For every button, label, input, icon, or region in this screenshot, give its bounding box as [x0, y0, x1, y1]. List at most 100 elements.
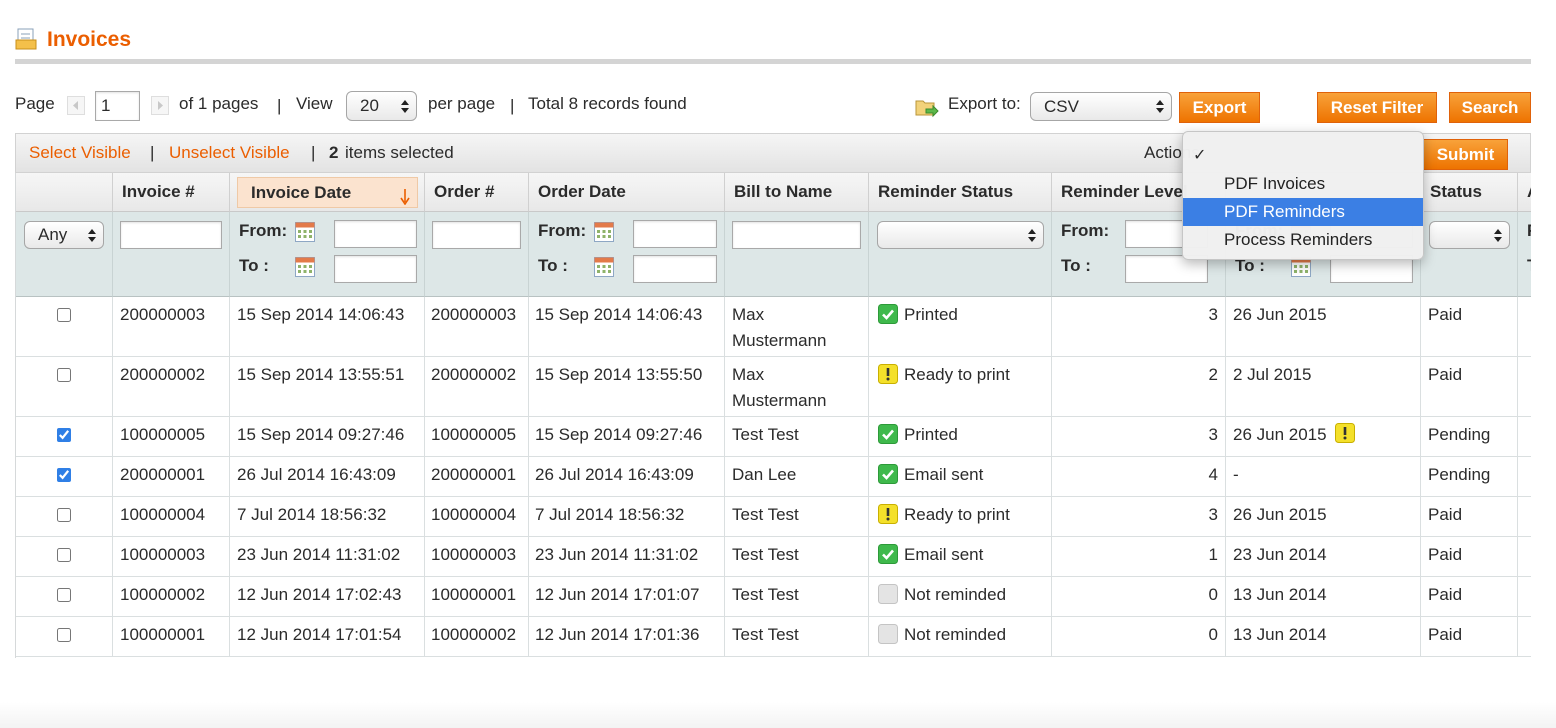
- view-label: View: [296, 94, 333, 113]
- cell-text: 12 Jun 2014 17:01:36: [535, 625, 700, 644]
- cell-text: 100000005: [120, 425, 206, 444]
- cell-text: 23 Jun 2014 11:31:02: [535, 545, 699, 564]
- cell-text: Paid: [1428, 365, 1463, 384]
- grid-cell: 100000003: [425, 537, 529, 577]
- grid-cell: 200000001: [425, 457, 529, 497]
- export-icon: [915, 100, 939, 118]
- filter-input[interactable]: [732, 221, 861, 249]
- reminder-status: Not reminded: [904, 625, 1007, 644]
- separator: |: [277, 96, 282, 115]
- grid-cell: 100000001: [425, 577, 529, 617]
- search-button[interactable]: Search: [1449, 92, 1531, 123]
- filter-select[interactable]: [877, 221, 1044, 249]
- grid-cell: 100000005: [113, 417, 230, 457]
- cell-text: Paid: [1428, 505, 1463, 524]
- cell-text: 100000002: [431, 625, 517, 644]
- calendar-button[interactable]: [295, 222, 315, 242]
- export-format-select[interactable]: CSV: [1030, 92, 1172, 121]
- filter-cell: From: To :: [230, 212, 425, 297]
- cell-text: 200000001: [431, 465, 517, 484]
- page-input[interactable]: 1: [95, 91, 140, 121]
- grid-cell: [1518, 537, 1531, 577]
- select-visible-link[interactable]: Select Visible: [29, 143, 131, 162]
- cell-text: 100000003: [120, 545, 206, 564]
- cell-text: 1: [1208, 545, 1218, 564]
- menu-item[interactable]: PDF Invoices: [1224, 174, 1326, 193]
- calendar-button[interactable]: [594, 222, 614, 242]
- column-header[interactable]: Order #: [425, 173, 529, 212]
- row-checkbox[interactable]: [57, 308, 71, 322]
- reminder-status-icon: [878, 624, 898, 644]
- column-header[interactable]: Invoice #: [113, 173, 230, 212]
- reminder-date-icon: [1334, 423, 1355, 443]
- row-checkbox[interactable]: [57, 508, 71, 522]
- row-checkbox[interactable]: [57, 368, 71, 382]
- filter-cell: [113, 212, 230, 297]
- next-page[interactable]: [151, 96, 169, 115]
- row-checkbox[interactable]: [57, 428, 71, 442]
- menu-item[interactable]: Process Reminders: [1224, 230, 1373, 249]
- grid-cell: [16, 417, 113, 457]
- filter-input[interactable]: [633, 220, 717, 248]
- cell-text: 26 Jul 2014 16:43:09: [237, 465, 396, 484]
- calendar-button[interactable]: [594, 257, 614, 277]
- reminder-status: Email sent: [904, 465, 984, 484]
- filter-select[interactable]: [1429, 221, 1510, 249]
- column-header[interactable]: Invoice Date: [230, 173, 425, 212]
- cell-text: Pending: [1428, 465, 1491, 484]
- column-header: [16, 173, 113, 212]
- row-checkbox[interactable]: [57, 468, 71, 482]
- column-header[interactable]: Bill to Name: [725, 173, 869, 212]
- grid-cell: 26 Jun 2015: [1226, 417, 1421, 457]
- grid-cell: Printed: [869, 417, 1052, 457]
- reminder-status: Not reminded: [904, 585, 1007, 604]
- grid-cell: 3: [1052, 497, 1226, 537]
- grid-cell: 12 Jun 2014 17:01:07: [529, 577, 725, 617]
- grid-cell: 23 Jun 2014 11:31:02: [529, 537, 725, 577]
- filter-from-label: From:: [538, 221, 587, 240]
- export-format: CSV: [1044, 97, 1079, 116]
- cell-text: 12 Jun 2014 17:01:07: [535, 585, 700, 604]
- row-checkbox[interactable]: [57, 628, 71, 642]
- column-header[interactable]: Status: [1421, 173, 1518, 212]
- submit-button[interactable]: Submit: [1423, 139, 1508, 170]
- filter-input[interactable]: [334, 255, 417, 283]
- grid-cell: Paid: [1421, 297, 1518, 357]
- cell-text: Max Mustermann: [732, 365, 827, 410]
- sorted-header[interactable]: Invoice Date: [237, 177, 418, 208]
- reminder-status-icon: [878, 464, 898, 484]
- row-checkbox[interactable]: [57, 588, 71, 602]
- unselect-visible-link[interactable]: Unselect Visible: [169, 143, 290, 162]
- reset-filter-button[interactable]: Reset Filter: [1317, 92, 1437, 123]
- column-title: Reminder Status: [878, 182, 1014, 201]
- reminder-date: 13 Jun 2014: [1233, 585, 1327, 604]
- cell-text: 100000003: [431, 545, 517, 564]
- separator: |: [510, 96, 515, 115]
- filter-input[interactable]: [334, 220, 417, 248]
- calendar-button[interactable]: [1291, 257, 1311, 277]
- grid-cell: 12 Jun 2014 17:01:36: [529, 617, 725, 657]
- menu-item[interactable]: PDF Reminders: [1183, 198, 1423, 226]
- calendar-button[interactable]: [295, 257, 315, 277]
- row-checkbox[interactable]: [57, 548, 71, 562]
- filter-input[interactable]: [120, 221, 222, 249]
- reminder-date: 13 Jun 2014: [1233, 625, 1327, 644]
- column-header[interactable]: Order Date: [529, 173, 725, 212]
- column-header[interactable]: Reminder Status: [869, 173, 1052, 212]
- filter-input[interactable]: [432, 221, 521, 249]
- filter-select[interactable]: Any: [24, 221, 104, 249]
- status-icon-ok: [878, 304, 898, 324]
- calendar-icon: [1291, 257, 1311, 277]
- grid-cell: 7 Jul 2014 18:56:32: [230, 497, 425, 537]
- prev-page[interactable]: [67, 96, 85, 115]
- export-button[interactable]: Export: [1179, 92, 1260, 123]
- grid-cell: 2: [1052, 357, 1226, 417]
- grid-cell: 100000004: [425, 497, 529, 537]
- filter-input[interactable]: [633, 255, 717, 283]
- grid-cell: 3: [1052, 297, 1226, 357]
- grid-cell: 15 Sep 2014 13:55:51: [230, 357, 425, 417]
- cell-text: 3: [1208, 505, 1218, 524]
- view-select[interactable]: 20: [346, 91, 417, 121]
- column-header[interactable]: A: [1518, 173, 1531, 212]
- grid-cell: 100000004: [113, 497, 230, 537]
